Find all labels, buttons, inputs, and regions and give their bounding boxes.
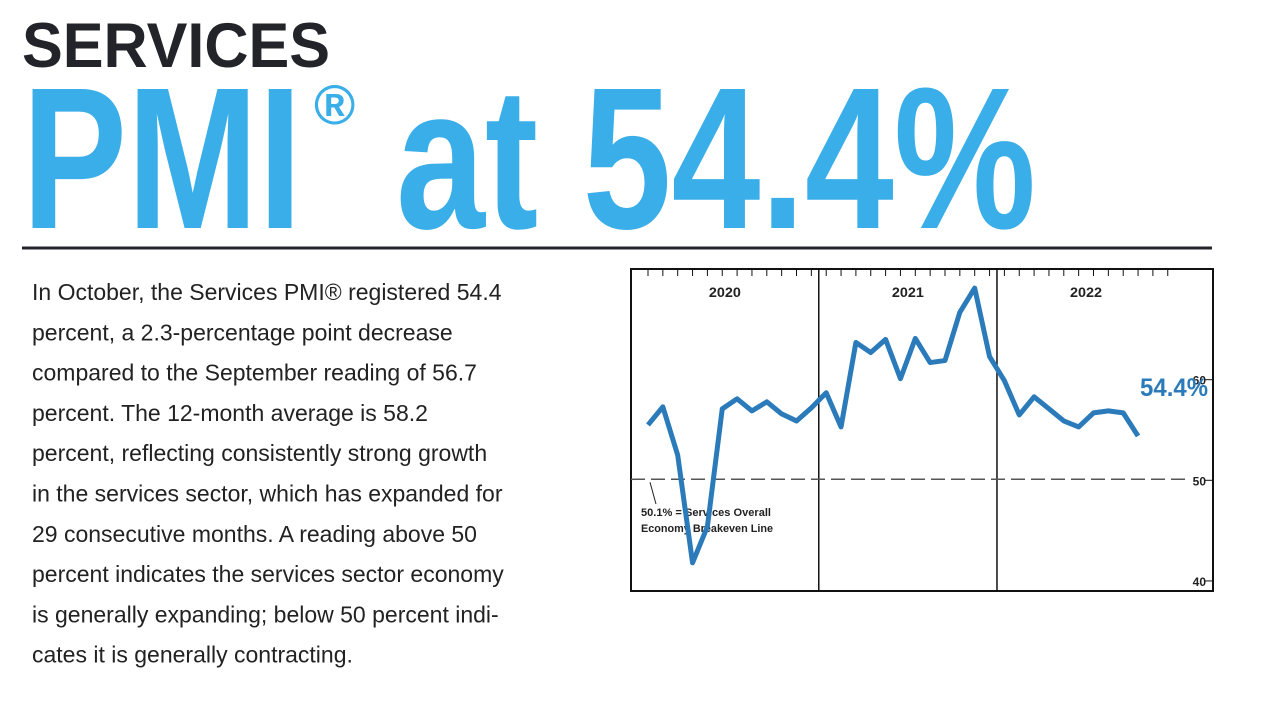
year-label: 2020 [709, 284, 741, 300]
body-line: percent indicates the services sector ec… [32, 561, 504, 587]
headline: PMI [22, 45, 302, 271]
body-line: in the services sector, which has expand… [32, 481, 503, 507]
body-line: In October, the Services PMI® registered… [32, 279, 502, 305]
annotation-leader [649, 482, 657, 505]
breakeven-label: 50.1% = Services Overall [641, 507, 771, 519]
y-tick-label: 60 [1193, 374, 1207, 388]
chart: 2020 2021 2022 40 50 60 50.1% = Services Overa… [630, 268, 1214, 592]
y-tick-label: 50 [1193, 474, 1207, 488]
pmi-line [646, 285, 1141, 566]
body-line: percent, reflecting consistently strong … [32, 440, 487, 466]
headline: at 54.4% [396, 45, 1036, 271]
body-line: 29 consecutive months. A reading above 5… [32, 521, 477, 547]
body-line: compared to the September reading of 56.… [32, 360, 477, 386]
y-tick-label: 40 [1193, 575, 1207, 589]
kicker: SERVICES [22, 11, 330, 81]
body-line: cates it is generally contracting. [32, 642, 353, 668]
body-text: In October, the Services PMI® registered… [32, 279, 504, 668]
registered-mark: ® [314, 73, 355, 136]
body-line: is generally expanding; below 50 percent… [32, 601, 499, 627]
body-line: percent. The 12-month average is 58.2 [32, 400, 428, 426]
plot-frame [630, 268, 1214, 592]
year-label: 2022 [1070, 284, 1102, 300]
body-line: percent, a 2.3-percentage point decrease [32, 319, 453, 345]
value-label: 54.4% [1140, 374, 1208, 402]
year-label: 2021 [892, 284, 924, 300]
